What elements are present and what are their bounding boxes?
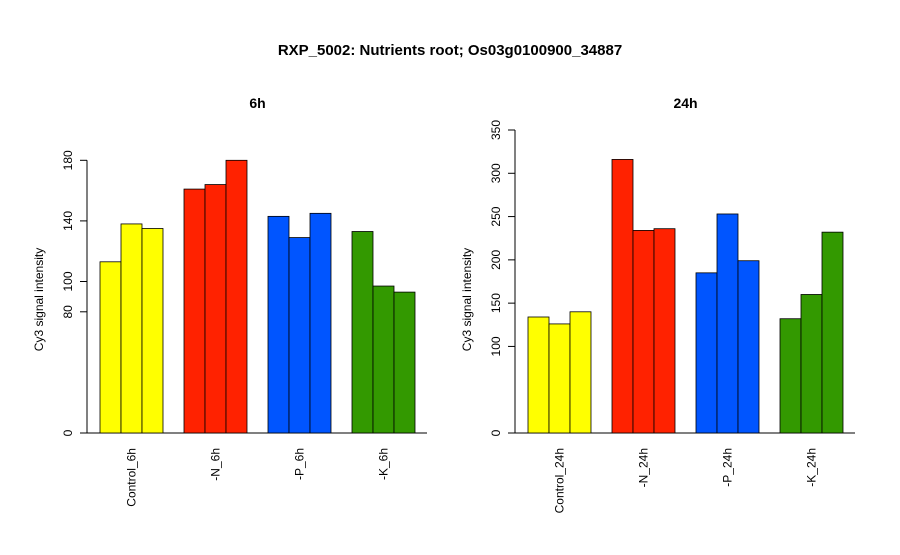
bar <box>141 228 164 434</box>
panel-title: 24h <box>673 95 697 111</box>
bar <box>204 184 227 434</box>
y-tick-label: 100 <box>61 271 75 291</box>
bar <box>821 231 844 434</box>
bar <box>288 237 311 434</box>
bar <box>611 159 634 434</box>
bar <box>527 316 550 434</box>
y-axis-label: Cy3 signal intensity <box>32 248 46 351</box>
y-tick-label: 200 <box>489 250 503 270</box>
bar <box>569 311 592 434</box>
x-category-label: Control_24h <box>553 448 567 513</box>
x-category-label: Control_6h <box>125 448 139 507</box>
bar <box>120 223 143 434</box>
y-tick-label: 140 <box>61 211 75 231</box>
y-tick-label: 0 <box>489 429 503 436</box>
panel-title: 6h <box>249 95 265 111</box>
y-axis-label: Cy3 signal intensity <box>460 248 474 351</box>
bar <box>716 213 739 434</box>
bar <box>309 212 332 434</box>
figure-title: RXP_5002: Nutrients root; Os03g0100900_3… <box>278 42 622 59</box>
bar <box>99 261 122 434</box>
y-tick-label: 300 <box>489 163 503 183</box>
bar <box>225 159 248 434</box>
bar <box>632 230 655 434</box>
x-category-label: -K_24h <box>805 448 819 487</box>
bar <box>393 291 416 434</box>
bar <box>737 260 760 434</box>
bar <box>800 294 823 434</box>
y-tick-label: 180 <box>61 150 75 170</box>
panel-24h: 24h 0 100 150 200 250 300 350 Cy3 signal intensi… <box>460 95 855 513</box>
x-category-label: -P_24h <box>721 448 735 487</box>
y-tick-label: 0 <box>61 429 75 436</box>
bar <box>695 272 718 434</box>
bar <box>183 188 206 434</box>
x-category-label: -N_24h <box>637 448 651 487</box>
panel-6h: 6h 0 80 100 140 180 Cy3 signal intensity Contro… <box>32 95 427 507</box>
y-tick-label: 80 <box>61 305 75 319</box>
bar <box>779 318 802 434</box>
y-tick-label: 100 <box>489 336 503 356</box>
x-category-label: -N_6h <box>209 448 223 481</box>
bar <box>372 285 395 434</box>
y-tick-label: 250 <box>489 206 503 226</box>
y-tick-label: 150 <box>489 293 503 313</box>
x-category-label: -P_6h <box>293 448 307 480</box>
bar <box>351 231 374 434</box>
x-category-label: -K_6h <box>377 448 391 480</box>
bar <box>548 323 571 434</box>
bar <box>267 215 290 434</box>
y-tick-label: 350 <box>489 120 503 140</box>
bar <box>653 228 676 434</box>
